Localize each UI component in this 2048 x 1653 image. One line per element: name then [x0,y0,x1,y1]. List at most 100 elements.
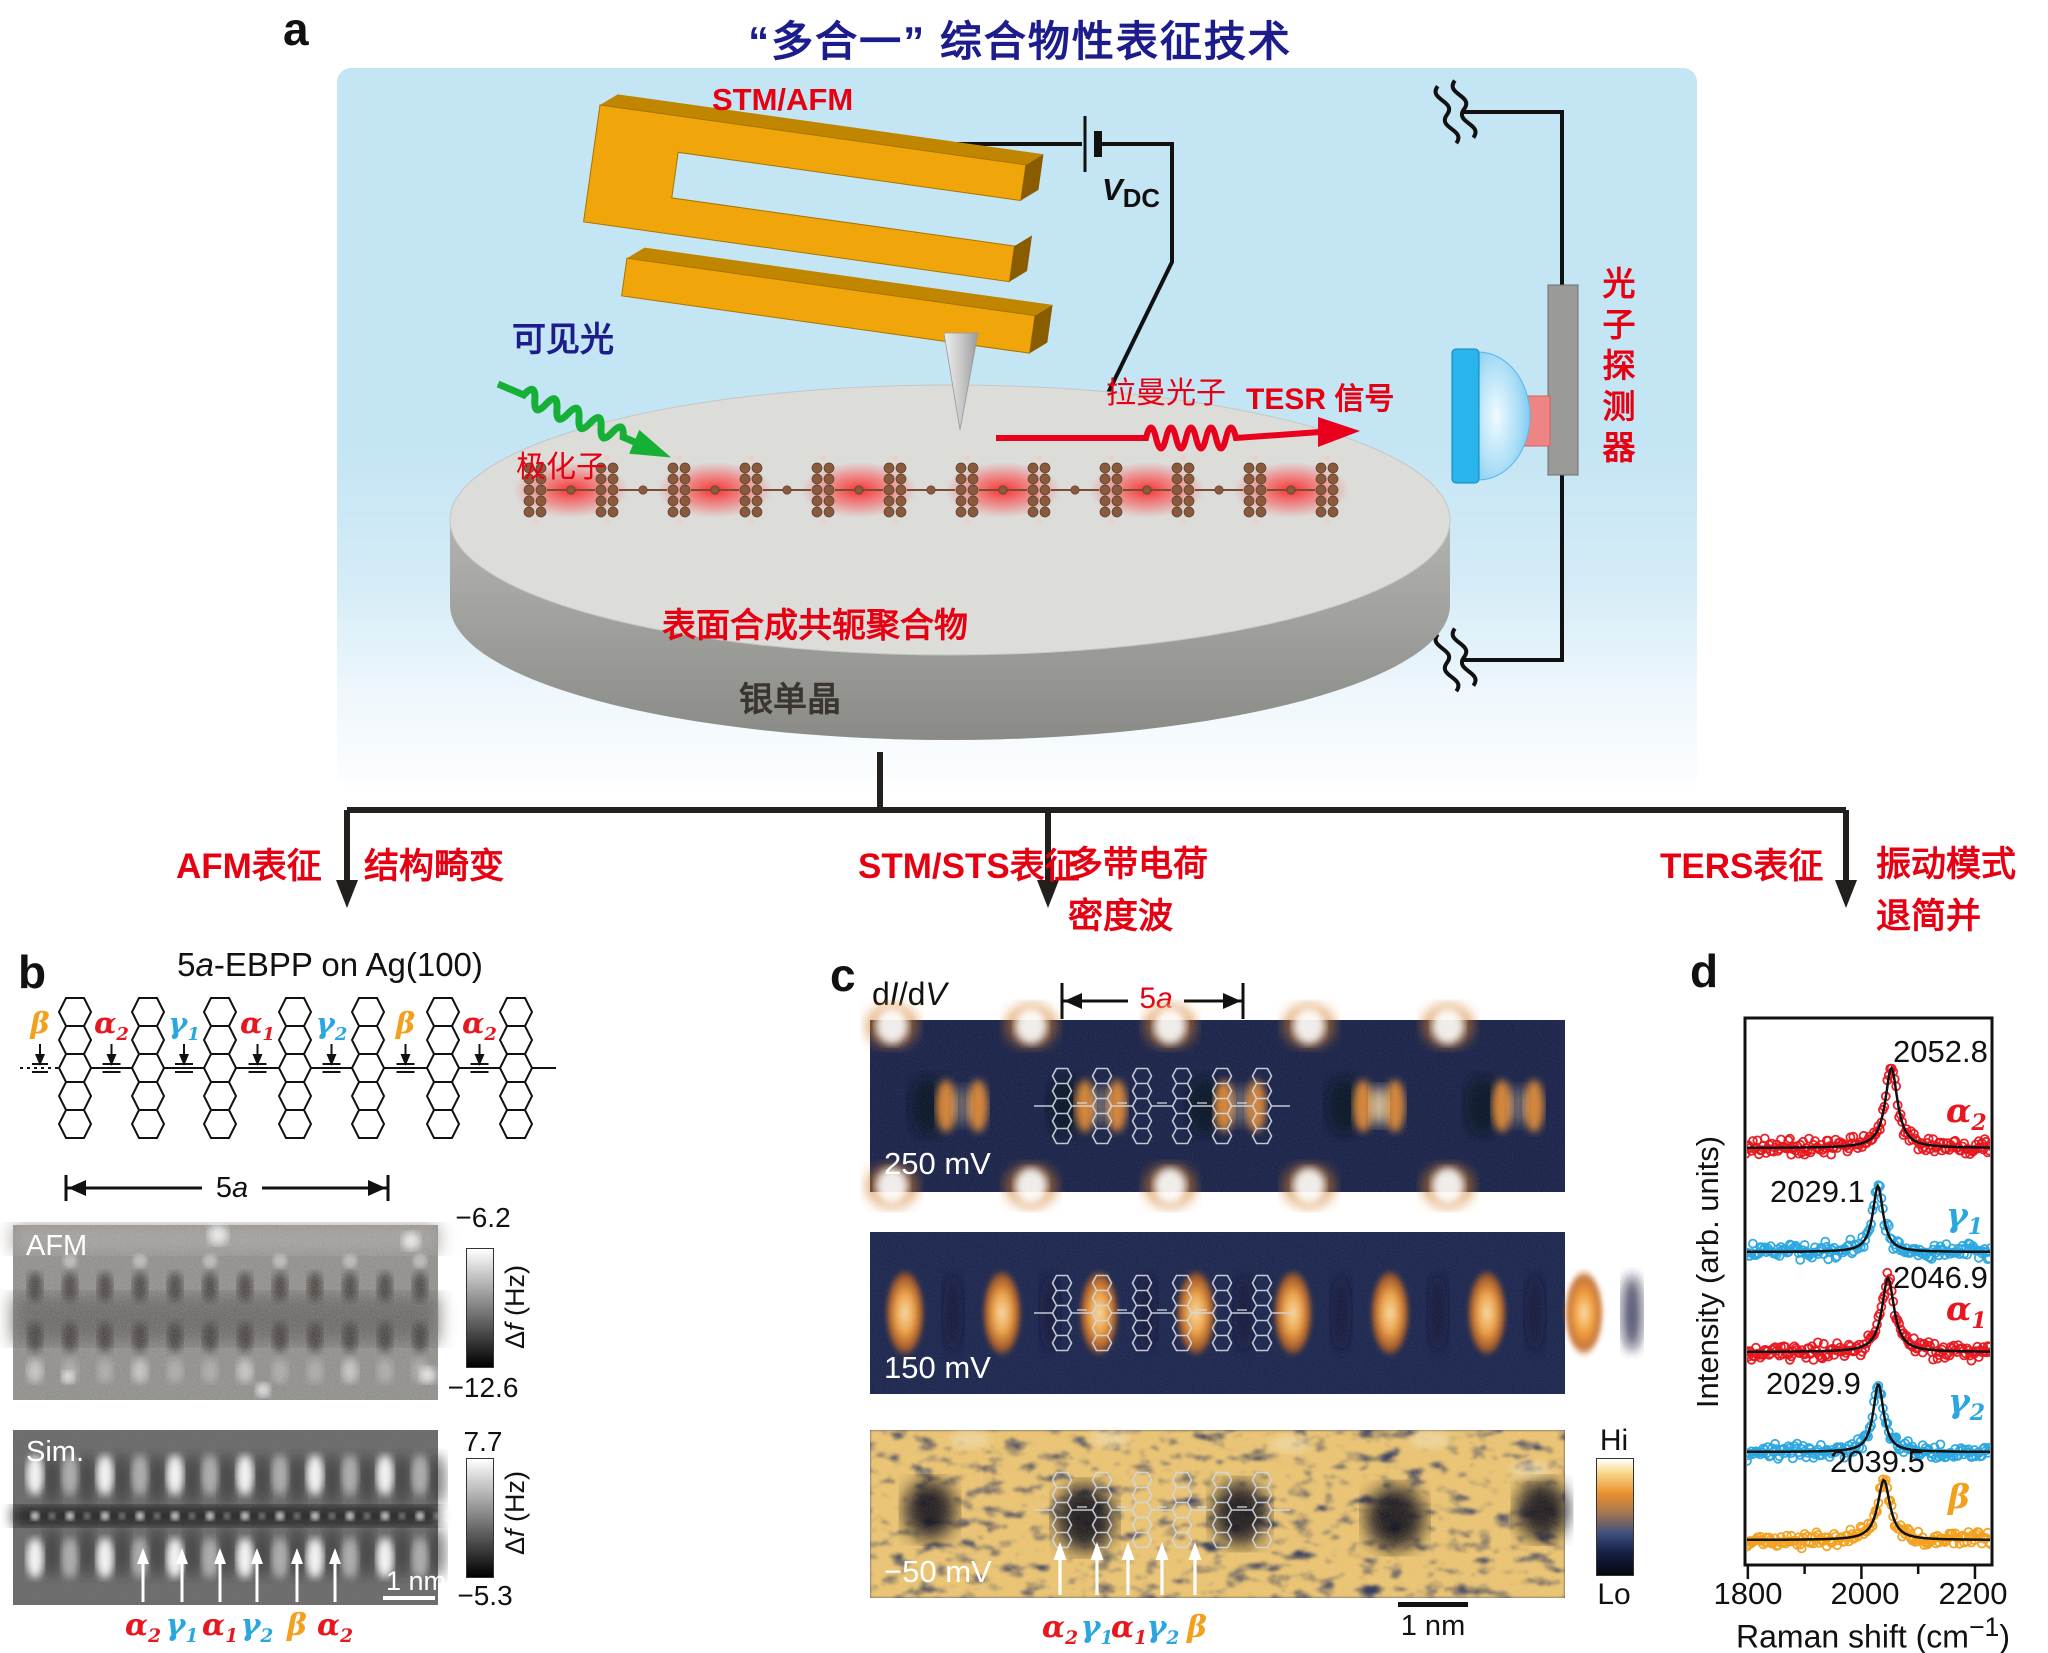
tuning-fork-sensor [583,94,1053,354]
x-tick-2000: 2000 [1830,1576,1900,1611]
x-tick-2200: 2200 [1938,1576,2008,1611]
didv-label: dI/dV [872,976,947,1012]
fit-curve-gamma2 [1747,1383,1990,1454]
polymer-label: 表面合成共轭聚合物 [662,607,968,645]
site-label: α1 [201,1608,239,1647]
panel-d-label: d [1690,945,1719,997]
visible-light-label: 可见光 [512,321,614,359]
visible-light-beam [496,380,672,458]
peak-value-label: 2029.9 [1766,1366,1861,1401]
photon-detector-label: 光子探测器 [1598,266,1635,471]
peak-value-label: 2039.5 [1830,1444,1925,1479]
bond-marker-arrow [474,1054,485,1066]
fit-curve-alpha2 [1747,1065,1990,1150]
afm-image-label: AFM [26,1230,88,1262]
site-label: γ2 [315,1006,348,1045]
bond-marker-arrow [106,1054,117,1066]
series-label: α1 [1946,1289,1987,1334]
wire-break-icon [1433,627,1478,693]
spectrum-trace-gamma2 [1747,1381,1990,1466]
site-label: γ1 [1080,1610,1114,1649]
afm-cbar-min: −12.6 [447,1372,519,1403]
x-axis-title: Raman shift (cm−1) [1736,1612,2010,1653]
bond-marker-arrow [326,1054,337,1066]
photon-detector-assembly [1451,284,1579,484]
bias-label-250: 250 mV [884,1146,991,1181]
site-label: α2 [124,1608,162,1647]
sim-colorbar [466,1458,494,1578]
site-label: α2 [94,1006,129,1045]
afm-image [13,1225,438,1400]
probe-tip [943,332,979,431]
sts-cbar-min: Lo [1597,1578,1631,1611]
x-axis-ticks [1746,1565,1977,1579]
bias-label-150: 150 mV [884,1350,991,1385]
branch-method-sts: STM/STS表征 [858,847,1080,886]
site-label: α1 [240,1006,275,1045]
site-label: α2 [462,1006,497,1045]
bond-marker-arrow [179,1054,189,1066]
site-label: β [395,1006,416,1040]
bias-label-neg50: −50 mV [884,1554,992,1589]
panel-a-label: a [283,3,309,55]
silver-crystal-top [449,384,1451,656]
bond-marker-arrow [400,1054,411,1066]
site-label: β [1187,1610,1207,1645]
branch-result-afm: 结构畸变 [364,847,505,886]
setup-diagram [449,79,1579,740]
site-label: α1 [1110,1610,1148,1649]
branch-result-ters-1: 振动模式 [1876,845,2017,884]
series-label: α2 [1946,1091,1987,1136]
detector-plate [1547,284,1579,476]
panel-b-title: 5a-EBPP on Ag(100) [177,946,483,983]
branch-method-ters: TERS表征 [1660,847,1824,886]
branch-method-afm: AFM表征 [176,847,322,886]
polaron-label: 极化子 [516,451,606,484]
lens-body [1451,348,1480,484]
sts-map-neg50mv [870,1429,1568,1598]
y-axis-title: Intensity (arb. units) [1690,1135,1725,1409]
raman-photon-label: 拉曼光子 [1106,377,1226,410]
branch-result-sts-2: 密度波 [1068,897,1174,936]
figure-title: “多合一” 综合物性表征技术 [748,18,1292,65]
plot-frame [1743,1016,1994,1567]
branch-arrows [344,810,1849,882]
acene-backbone [57,997,534,1139]
lens-dome [1477,351,1531,481]
sim-cbar-max: 7.7 [463,1426,503,1457]
sim-image-label: Sim. [26,1436,84,1468]
x-tick-1800: 1800 [1713,1576,1783,1611]
series-label: γ2 [1948,1381,1985,1426]
bond-marker-arrow [35,1054,45,1066]
site-label: γ1 [165,1608,199,1647]
sim-cbar-min: −5.3 [457,1580,513,1611]
peak-value-label: 2046.9 [1893,1260,1988,1295]
unit-cell-label: 5a [202,1172,262,1205]
spectrum-trace-gamma1 [1747,1180,1990,1265]
peak-value-label: 2029.1 [1770,1174,1865,1209]
panel-c-label: c [830,949,856,1001]
substrate-label: 银单晶 [739,681,841,719]
tesr-signal-label: TESR 信号 [1246,383,1395,416]
sts-map-150mv [870,1232,1642,1394]
site-label: α2 [316,1608,354,1647]
probe-label: STM/AFM [712,82,854,117]
branch-result-ters-2: 退简并 [1876,897,1982,936]
sim-image [13,1430,446,1605]
site-label: β [30,1006,50,1040]
polymer-chain [523,455,1339,525]
sts-colorbar [1596,1458,1634,1576]
afm-colorbar [466,1248,494,1368]
branch-result-sts-1: 多带电荷 [1068,845,1209,884]
site-label: α2 [1041,1610,1079,1649]
bias-label: VDC [1102,172,1160,214]
spectrum-trace-beta [1747,1474,1990,1554]
afm-cbar-unit: Δf (Hz) [500,1264,530,1350]
fit-curve-beta [1747,1478,1990,1542]
branch-connector [336,752,1857,908]
peak-value-label: 2052.8 [1893,1034,1988,1069]
spectrum-trace-alpha2 [1747,1063,1990,1160]
site-label: γ1 [168,1006,200,1045]
site-label: β [287,1608,307,1643]
